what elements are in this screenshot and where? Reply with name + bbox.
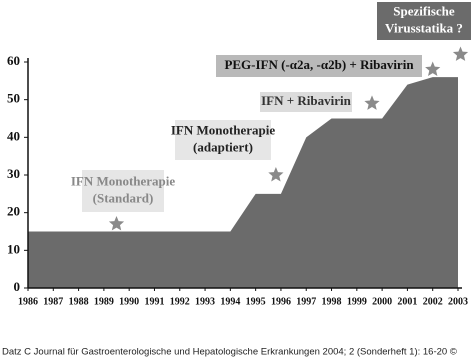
y-tick-label: 50: [7, 91, 20, 106]
annotation-box: [175, 120, 271, 160]
x-tick-label: 1999: [347, 296, 367, 307]
x-tick-label: 2000: [372, 296, 392, 307]
annotation-text: IFN Monotherapie: [71, 173, 176, 188]
annotation-box: [216, 55, 422, 77]
annotation-box: [260, 92, 352, 112]
annotation-text: (Standard): [93, 190, 154, 205]
x-tick-label: 2002: [423, 296, 443, 307]
x-tick-label: 1986: [18, 296, 38, 307]
x-tick-label: 1988: [69, 296, 89, 307]
x-tick-label: 1997: [296, 296, 316, 307]
annotation-text: (adaptiert): [193, 139, 253, 154]
x-tick-label: 2003: [448, 296, 468, 307]
star-marker: [108, 216, 125, 231]
x-tick-label: 1996: [271, 296, 291, 307]
x-tick-label: 1987: [43, 296, 63, 307]
x-tick-label: 1990: [119, 296, 139, 307]
y-tick-label: 0: [14, 279, 21, 294]
annotation-box: [82, 170, 164, 212]
x-tick-label: 1989: [94, 296, 114, 307]
x-tick-label: 1992: [170, 296, 190, 307]
star-marker: [268, 167, 284, 182]
y-tick-label: 20: [7, 204, 20, 219]
annotation-text: IFN + Ribavirin: [261, 93, 352, 108]
y-tick-label: 40: [7, 128, 20, 143]
annotation-box: [377, 2, 471, 40]
y-tick-label: 30: [7, 166, 20, 181]
y-tick-label: 10: [7, 241, 20, 256]
star-marker: [425, 61, 441, 76]
annotation-text: IFN Monotherapie: [171, 122, 276, 137]
x-tick-label: 1995: [246, 296, 266, 307]
annotation-text: Spezifische: [393, 3, 455, 18]
y-tick-label: 60: [7, 53, 20, 68]
area: [28, 77, 458, 288]
star-marker: [452, 46, 469, 61]
star-marker: [364, 95, 380, 110]
x-tick-label: 1994: [220, 296, 240, 307]
source-note: Datz C Journal für Gastroenterologische …: [2, 347, 457, 358]
x-tick-label: 1998: [322, 296, 342, 307]
annotation-text: Virusstatika ?: [385, 20, 463, 35]
x-tick-label: 2001: [397, 296, 417, 307]
annotation-text: PEG-IFN (-α2a, -α2b) + Ribavirin: [224, 57, 414, 72]
x-tick-label: 1991: [144, 296, 164, 307]
x-tick-label: 1993: [195, 296, 215, 307]
